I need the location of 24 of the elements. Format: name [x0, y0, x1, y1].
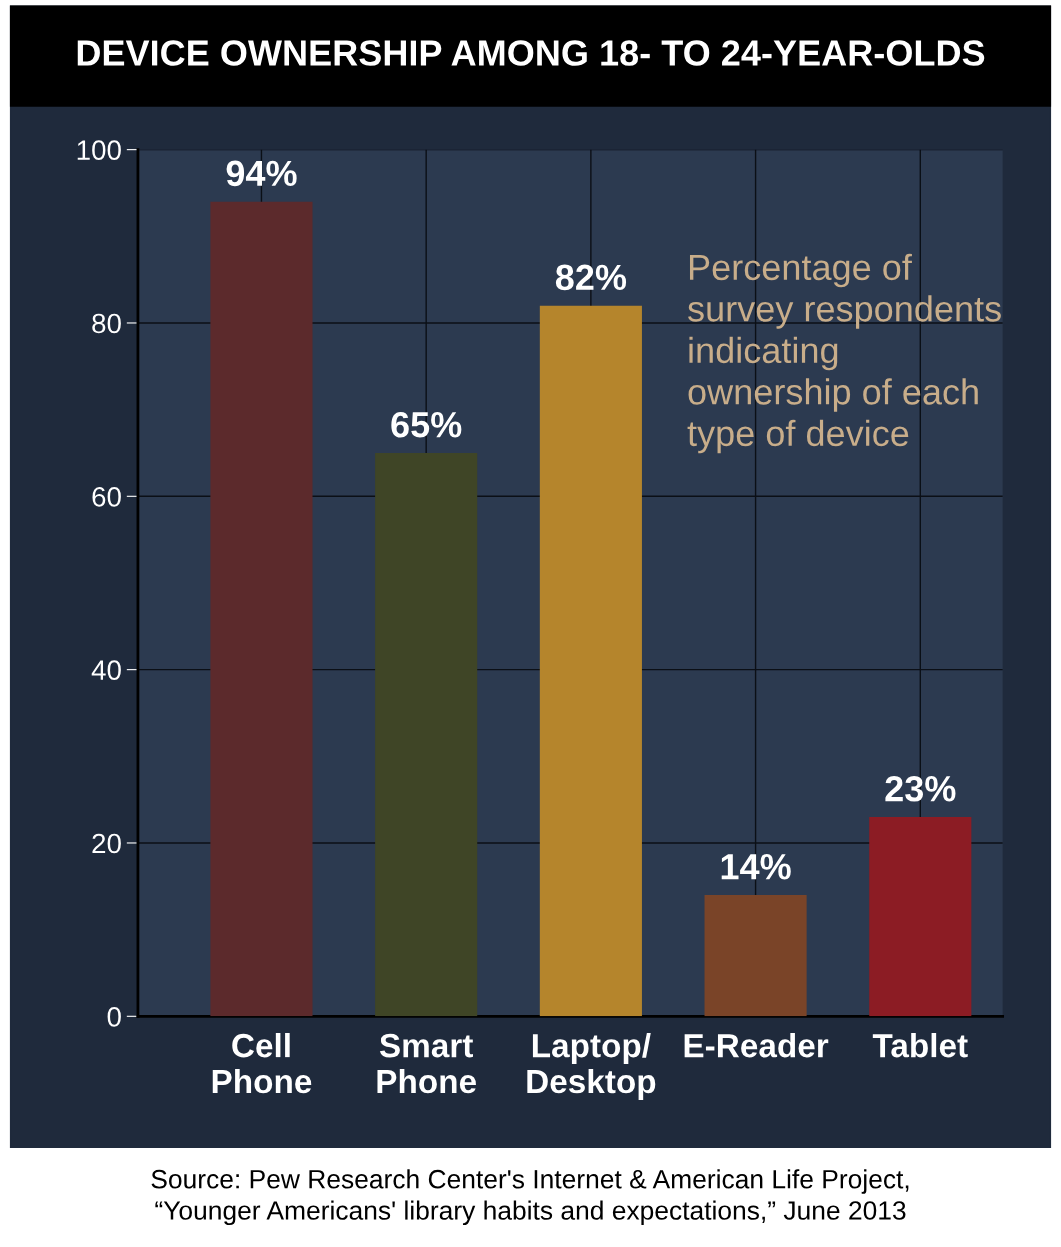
- data-label: 65%: [391, 411, 462, 438]
- bar: [210, 201, 313, 1017]
- x-tick-label: Tablet: [872, 1032, 968, 1058]
- bar: [539, 305, 642, 1017]
- x-tick-label: Cell Phone: [212, 1032, 312, 1094]
- y-tick-label: 0: [107, 1006, 121, 1027]
- x-tick-label: Laptop/ Desktop: [527, 1032, 656, 1100]
- bar: [375, 452, 478, 1017]
- x-tick-label: Smart Phone: [377, 1033, 476, 1094]
- bar: [704, 894, 807, 1017]
- data-label: 82%: [555, 264, 627, 291]
- y-tick-label: 100: [77, 140, 121, 160]
- y-tick-label: 80: [92, 313, 121, 334]
- data-label: 23%: [885, 775, 956, 802]
- y-tick-label: 60: [92, 486, 121, 507]
- bar: [869, 816, 972, 1017]
- data-label: 14%: [721, 854, 791, 880]
- y-tick-label: 20: [92, 833, 121, 854]
- data-label: 94%: [226, 160, 297, 187]
- chart-title: DEVICE OWNERSHIP AMONG 18- TO 24-YEAR-OLDS: [77, 40, 985, 66]
- source-note: Source: Pew Research Center's Internet & American Life Project, “Younger Americans' library habits and expectations,” June 2013: [151, 1169, 909, 1226]
- annotation: Percentage of survey respondents indicating ownership of each type of device: [687, 253, 1001, 454]
- y-tick-label: 40: [91, 660, 121, 680]
- x-tick-label: E-Reader: [684, 1032, 829, 1058]
